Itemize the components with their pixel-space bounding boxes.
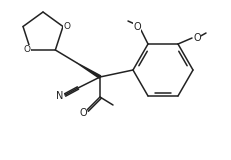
Text: O: O xyxy=(133,22,140,32)
Text: O: O xyxy=(23,45,30,55)
Text: O: O xyxy=(63,22,70,31)
Text: N: N xyxy=(56,91,64,101)
Text: O: O xyxy=(192,33,200,43)
Polygon shape xyxy=(77,63,100,78)
Text: O: O xyxy=(79,108,86,118)
